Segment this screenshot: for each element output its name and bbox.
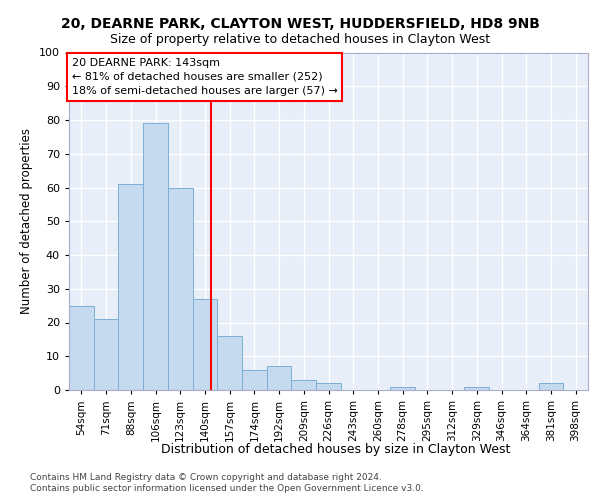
Bar [118,184,143,390]
Text: Contains public sector information licensed under the Open Government Licence v3: Contains public sector information licen… [30,484,424,493]
Bar [168,188,193,390]
Bar [316,383,341,390]
Text: Contains HM Land Registry data © Crown copyright and database right 2024.: Contains HM Land Registry data © Crown c… [30,472,382,482]
Text: 20, DEARNE PARK, CLAYTON WEST, HUDDERSFIELD, HD8 9NB: 20, DEARNE PARK, CLAYTON WEST, HUDDERSFI… [61,18,539,32]
Bar [193,299,217,390]
Bar [242,370,267,390]
Bar [390,386,415,390]
Text: Size of property relative to detached houses in Clayton West: Size of property relative to detached ho… [110,32,490,46]
Bar [292,380,316,390]
Bar [69,306,94,390]
Bar [217,336,242,390]
Text: 20 DEARNE PARK: 143sqm
← 81% of detached houses are smaller (252)
18% of semi-de: 20 DEARNE PARK: 143sqm ← 81% of detached… [71,58,337,96]
Bar [464,386,489,390]
Bar [267,366,292,390]
Bar [143,124,168,390]
Text: Distribution of detached houses by size in Clayton West: Distribution of detached houses by size … [161,442,511,456]
Bar [539,383,563,390]
Y-axis label: Number of detached properties: Number of detached properties [20,128,34,314]
Bar [94,319,118,390]
